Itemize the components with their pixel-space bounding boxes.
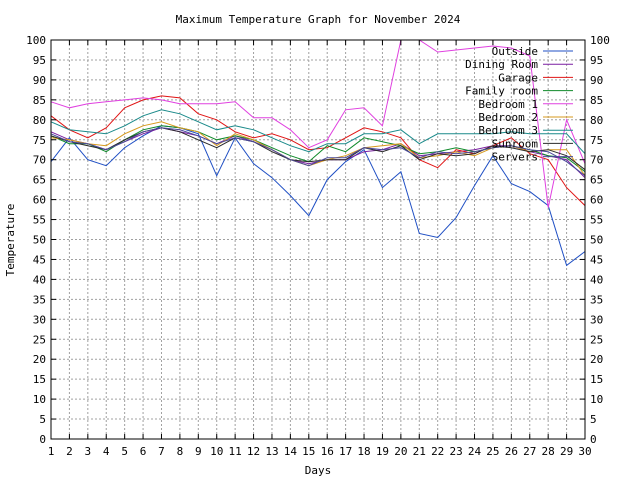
- chart-title: Maximum Temperature Graph for November 2…: [176, 13, 461, 26]
- x-tick-label: 22: [431, 445, 444, 458]
- x-tick-label: 7: [158, 445, 165, 458]
- x-tick-label: 13: [265, 445, 278, 458]
- y-tick-label-right: 35: [590, 293, 603, 306]
- y-tick-label-left: 85: [33, 94, 46, 107]
- y-tick-label-right: 85: [590, 94, 603, 107]
- legend-label-bedroom-1: Bedroom 1: [478, 98, 538, 111]
- y-tick-label-right: 100: [590, 34, 610, 47]
- y-tick-label-left: 15: [33, 373, 46, 386]
- x-tick-label: 24: [468, 445, 482, 458]
- legend-label-bedroom-2: Bedroom 2: [478, 111, 538, 124]
- y-tick-label-right: 60: [590, 194, 603, 207]
- series-line-servers: [50, 127, 586, 177]
- legend-label-dining-room: Dining Room: [465, 58, 538, 71]
- y-tick-label-right: 70: [590, 154, 603, 167]
- y-tick-label-right: 95: [590, 54, 603, 67]
- legend-label-outside: Outside: [492, 45, 538, 58]
- y-tick-label-left: 30: [33, 313, 46, 326]
- x-tick-label: 19: [376, 445, 389, 458]
- y-tick-label-left: 20: [33, 353, 46, 366]
- y-tick-label-right: 80: [590, 114, 603, 127]
- legend-label-family-room: Family room: [465, 85, 538, 98]
- y-tick-label-left: 50: [33, 234, 46, 247]
- y-tick-label-left: 90: [33, 74, 46, 87]
- x-tick-label: 16: [321, 445, 334, 458]
- series-line-outside: [50, 125, 586, 267]
- x-tick-label: 2: [66, 445, 73, 458]
- y-tick-label-left: 40: [33, 273, 46, 286]
- y-tick-label-left: 100: [26, 34, 46, 47]
- y-tick-label-right: 55: [590, 214, 603, 227]
- x-tick-label: 5: [121, 445, 128, 458]
- x-tick-label: 26: [505, 445, 518, 458]
- y-tick-label-left: 75: [33, 134, 46, 147]
- x-tick-label: 21: [413, 445, 426, 458]
- y-tick-label-left: 95: [33, 54, 46, 67]
- y-tick-label-left: 0: [39, 433, 46, 446]
- x-tick-label: 3: [85, 445, 92, 458]
- y-tick-label-left: 35: [33, 293, 46, 306]
- y-tick-label-left: 10: [33, 393, 46, 406]
- x-tick-label: 25: [486, 445, 499, 458]
- x-tick-label: 6: [140, 445, 147, 458]
- y-tick-label-left: 80: [33, 114, 46, 127]
- y-tick-label-left: 25: [33, 333, 46, 346]
- series-line-bedroom-3: [50, 109, 586, 155]
- x-tick-label: 20: [394, 445, 407, 458]
- y-tick-label-right: 5: [590, 413, 597, 426]
- y-tick-label-left: 60: [33, 194, 46, 207]
- series-lines: [50, 39, 586, 267]
- x-axis-label: Days: [305, 464, 332, 477]
- y-tick-label-left: 45: [33, 253, 46, 266]
- x-tick-label: 14: [284, 445, 298, 458]
- y-tick-label-left: 5: [39, 413, 46, 426]
- x-tick-label: 23: [449, 445, 462, 458]
- y-tick-label-right: 40: [590, 273, 603, 286]
- y-axis-label: Temperature: [4, 204, 17, 277]
- y-tick-label-left: 65: [33, 174, 46, 187]
- x-tick-label: 12: [247, 445, 260, 458]
- y-tick-label-right: 65: [590, 174, 603, 187]
- y-tick-label-right: 45: [590, 253, 603, 266]
- y-tick-label-right: 75: [590, 134, 603, 147]
- legend-label-sunroom: Sunroom: [492, 137, 539, 150]
- x-tick-label: 10: [210, 445, 223, 458]
- legend-label-garage: Garage: [498, 71, 538, 84]
- y-tick-label-right: 30: [590, 313, 603, 326]
- x-tick-label: 4: [103, 445, 110, 458]
- x-tick-label: 17: [339, 445, 352, 458]
- y-tick-label-right: 0: [590, 433, 597, 446]
- x-tick-label: 15: [302, 445, 315, 458]
- y-tick-label-right: 20: [590, 353, 603, 366]
- y-tick-label-right: 50: [590, 234, 603, 247]
- y-tick-label-right: 15: [590, 373, 603, 386]
- legend-label-bedroom-3: Bedroom 3: [478, 124, 538, 137]
- x-tick-label: 8: [177, 445, 184, 458]
- y-tick-label-left: 55: [33, 214, 46, 227]
- grid-lines: [51, 40, 585, 439]
- x-tick-label: 28: [542, 445, 555, 458]
- y-tick-label-right: 25: [590, 333, 603, 346]
- series-line-bedroom-1: [50, 39, 586, 208]
- x-tick-label: 30: [578, 445, 591, 458]
- y-tick-label-right: 10: [590, 393, 603, 406]
- x-tick-label: 11: [229, 445, 242, 458]
- series-line-garage: [50, 95, 586, 206]
- y-tick-label-right: 90: [590, 74, 603, 87]
- x-tick-label: 18: [357, 445, 370, 458]
- x-tick-label: 9: [195, 445, 202, 458]
- x-tick-label: 1: [48, 445, 55, 458]
- tick-labels: 1 2 3 4 5 6 7 8 9 10 11 12 13 14 15 16 17 18 19 20 21 22 23 24 2…: [26, 34, 610, 458]
- x-tick-label: 29: [560, 445, 573, 458]
- legend-label-servers: Servers: [492, 151, 538, 164]
- x-tick-label: 27: [523, 445, 536, 458]
- y-tick-label-left: 70: [33, 154, 46, 167]
